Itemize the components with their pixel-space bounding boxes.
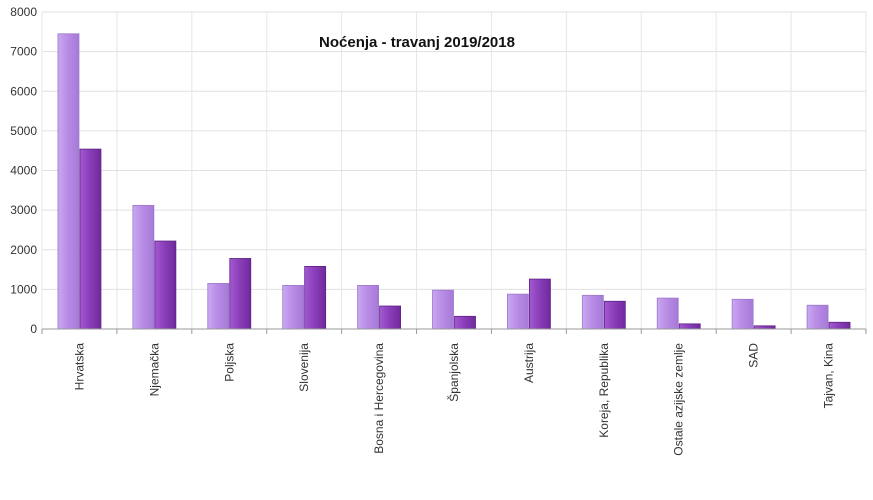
bar-series-2[interactable] <box>828 321 851 330</box>
chart-title: Noćenja - travanj 2019/2018 <box>319 34 515 51</box>
bar-series-1[interactable] <box>581 294 604 330</box>
axes: 0 1000 2000 3000 4000 5000 6000 7000 8000 Hrvatsk… <box>10 5 867 456</box>
bar-series-1[interactable] <box>656 297 679 330</box>
bars <box>57 33 851 330</box>
y-tick-label: 4000 <box>10 164 37 178</box>
x-tick-label: Njemačka <box>147 343 161 397</box>
bar-series-1[interactable] <box>132 204 155 330</box>
bar-series-2[interactable] <box>603 300 626 330</box>
bar-series-2[interactable] <box>79 148 102 330</box>
bar-series-2[interactable] <box>229 258 252 330</box>
bar-series-2[interactable] <box>678 323 701 330</box>
y-tick-label: 2000 <box>10 243 37 257</box>
x-tick-label: Koreja, Republika <box>597 343 611 438</box>
y-tick-label: 0 <box>30 322 37 336</box>
bar-series-2[interactable] <box>154 240 177 330</box>
bar-series-1[interactable] <box>806 304 829 330</box>
x-tick-label: Bosna i Hercegovina <box>372 343 386 454</box>
y-tick-label: 3000 <box>10 203 37 217</box>
bar-series-1[interactable] <box>432 289 454 330</box>
x-tick-label: Austrija <box>522 343 536 383</box>
y-tick-label: 6000 <box>10 84 37 98</box>
bar-series-1[interactable] <box>507 293 529 330</box>
x-tick-label: Ostale azijske zemlje <box>672 343 686 456</box>
bar-series-1[interactable] <box>282 285 305 330</box>
bar-series-2[interactable] <box>304 265 327 330</box>
y-tick-label: 7000 <box>10 45 37 59</box>
grid <box>41 11 867 330</box>
y-tick-label: 8000 <box>10 5 37 19</box>
bar-series-1[interactable] <box>57 33 80 330</box>
bar-series-1[interactable] <box>207 283 230 330</box>
x-tick-label: SAD <box>747 343 761 368</box>
bar-series-2[interactable] <box>529 278 551 330</box>
x-tick-label: Slovenija <box>297 343 311 392</box>
x-tick-label: Poljska <box>222 343 236 382</box>
bar-series-1[interactable] <box>357 285 379 330</box>
x-tick-label: Hrvatska <box>72 343 86 391</box>
bar-series-2[interactable] <box>379 305 401 330</box>
x-tick-label: Tajvan, Kina <box>822 343 836 409</box>
bar-series-1[interactable] <box>731 298 754 330</box>
bar-series-2[interactable] <box>454 315 476 330</box>
x-tick-label: Španjolska <box>446 343 461 402</box>
y-tick-label: 5000 <box>10 124 37 138</box>
y-tick-label: 1000 <box>10 282 37 296</box>
